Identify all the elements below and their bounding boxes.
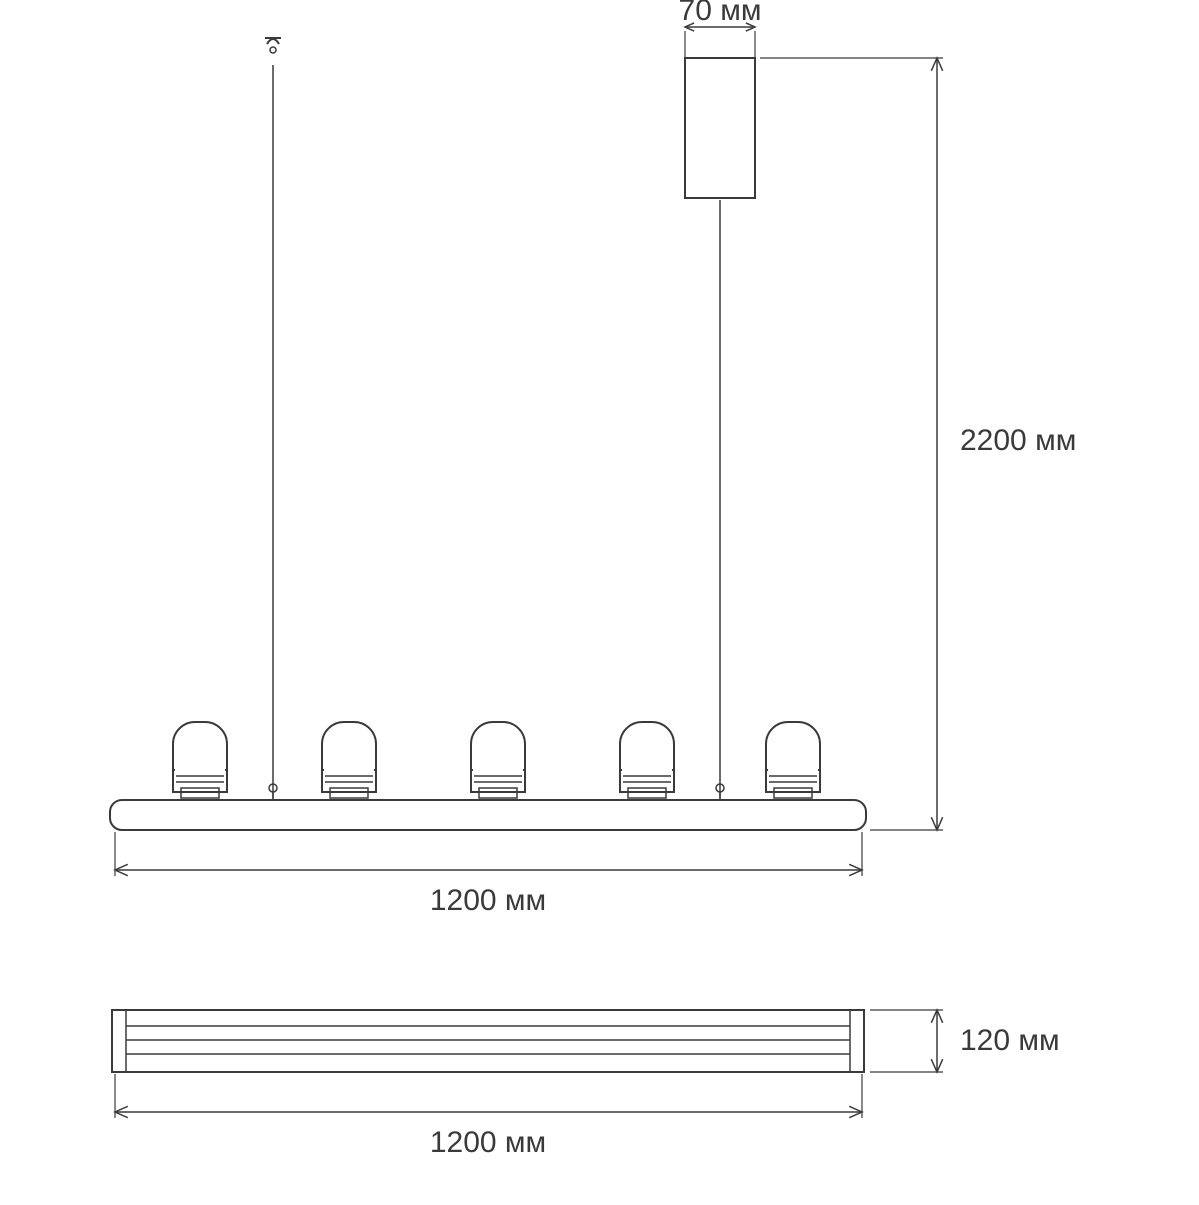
light-bar xyxy=(110,800,866,830)
technical-drawing: 70 мм 2200 мм 1200 мм 120 мм 1200 мм xyxy=(0,0,1199,1200)
socket-4 xyxy=(620,722,674,798)
dim-total-height-label: 2200 мм xyxy=(960,424,1076,457)
dim-bar-width: 1200 мм xyxy=(115,832,862,917)
socket-3 xyxy=(471,722,525,798)
dim-bar-width-label: 1200 мм xyxy=(430,884,546,917)
dim-depth-label: 120 мм xyxy=(960,1024,1060,1057)
dim-canopy-width-label: 70 мм xyxy=(679,0,762,27)
dim-depth: 120 мм xyxy=(870,1010,1060,1072)
socket-2 xyxy=(322,722,376,798)
front-view xyxy=(110,31,866,830)
ceiling-canopy xyxy=(685,58,755,198)
dim-canopy-width: 70 мм xyxy=(679,0,762,31)
dim-bar-width-bottom-label: 1200 мм xyxy=(430,1126,546,1159)
socket-1 xyxy=(173,722,227,798)
bottom-view xyxy=(112,1010,864,1072)
dim-total-height: 2200 мм xyxy=(760,58,1076,830)
dim-bar-width-bottom: 1200 мм xyxy=(115,1074,862,1159)
socket-5 xyxy=(766,722,820,798)
